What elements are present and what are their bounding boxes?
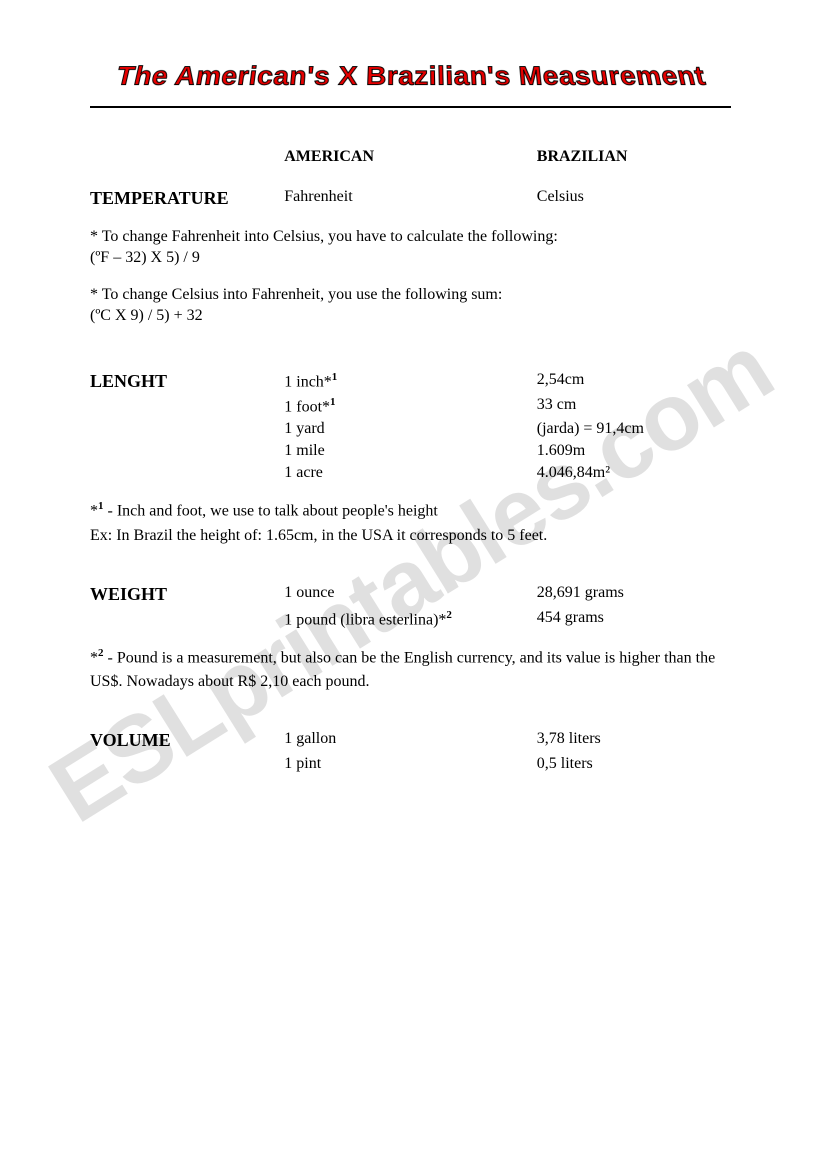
weight-american-0: 1 ounce (284, 584, 537, 605)
length-row-0: LENGHT 1 inch*1 2,54cm (90, 371, 731, 392)
weight-row-1: 1 pound (libra esterlina)*2 454 grams (90, 609, 731, 629)
length-brazilian-3: 1.609m (537, 442, 731, 460)
temperature-brazilian: Celsius (537, 188, 731, 209)
length-row-1: 1 foot*1 33 cm (90, 396, 731, 416)
temperature-note2: * To change Celsius into Fahrenheit, you… (90, 283, 731, 307)
volume-american-0: 1 gallon (284, 730, 537, 751)
length-brazilian-4: 4.046,84m² (537, 464, 731, 482)
length-american-2: 1 yard (284, 420, 537, 438)
volume-label: VOLUME (90, 730, 284, 751)
length-row-3: 1 mile 1.609m (90, 442, 731, 460)
length-brazilian-2: (jarda) = 91,4cm (537, 420, 731, 438)
length-brazilian-1: 33 cm (537, 396, 731, 416)
temperature-formula2: (ºC X 9) / 5) + 32 (90, 307, 731, 325)
header-american: AMERICAN (284, 148, 537, 166)
column-header-row: AMERICAN BRAZILIAN (90, 148, 731, 166)
volume-row-1: 1 pint 0,5 liters (90, 755, 731, 773)
volume-brazilian-1: 0,5 liters (537, 755, 731, 773)
temperature-label: TEMPERATURE (90, 188, 284, 209)
temperature-american: Fahrenheit (284, 188, 537, 209)
weight-label: WEIGHT (90, 584, 284, 605)
length-footnote: *1 - Inch and foot, we use to talk about… (90, 498, 731, 547)
volume-brazilian-0: 3,78 liters (537, 730, 731, 751)
page-title: The American's X Brazilian's Measurement (113, 61, 708, 91)
title-container: The American's X Brazilian's Measurement (90, 60, 731, 92)
length-american-4: 1 acre (284, 464, 537, 482)
temperature-formula1: (ºF – 32) X 5) / 9 (90, 249, 731, 267)
length-brazilian-0: 2,54cm (537, 371, 731, 392)
temperature-row: TEMPERATURE Fahrenheit Celsius (90, 188, 731, 209)
length-american-0: 1 inch*1 (284, 371, 537, 392)
volume-american-1: 1 pint (284, 755, 537, 773)
weight-brazilian-1: 454 grams (537, 609, 731, 629)
length-footnote-ex: Ex: In Brazil the height of: 1.65cm, in … (90, 527, 547, 544)
weight-brazilian-0: 28,691 grams (537, 584, 731, 605)
title-divider (90, 106, 731, 108)
weight-footnote: *2 - Pound is a measurement, but also ca… (90, 645, 731, 694)
temperature-note1: * To change Fahrenheit into Celsius, you… (90, 225, 731, 249)
weight-american-1: 1 pound (libra esterlina)*2 (284, 609, 537, 629)
length-label: LENGHT (90, 371, 284, 392)
length-american-3: 1 mile (284, 442, 537, 460)
header-spacer (90, 148, 284, 166)
weight-row-0: WEIGHT 1 ounce 28,691 grams (90, 584, 731, 605)
header-brazilian: BRAZILIAN (537, 148, 731, 166)
length-american-1: 1 foot*1 (284, 396, 537, 416)
volume-row-0: VOLUME 1 gallon 3,78 liters (90, 730, 731, 751)
length-row-2: 1 yard (jarda) = 91,4cm (90, 420, 731, 438)
length-row-4: 1 acre 4.046,84m² (90, 464, 731, 482)
